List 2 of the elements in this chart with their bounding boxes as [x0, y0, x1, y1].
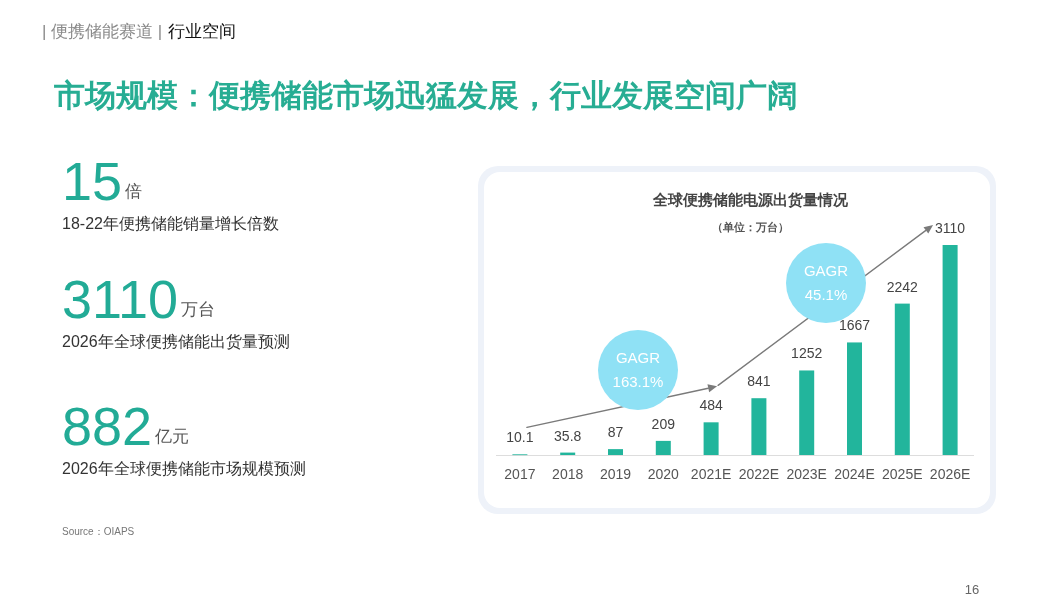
title: 市场规模：便携储能市场迅猛发展，行业发展空间广阔 — [54, 78, 798, 113]
subtitle: （单位：万台） — [711, 221, 789, 233]
